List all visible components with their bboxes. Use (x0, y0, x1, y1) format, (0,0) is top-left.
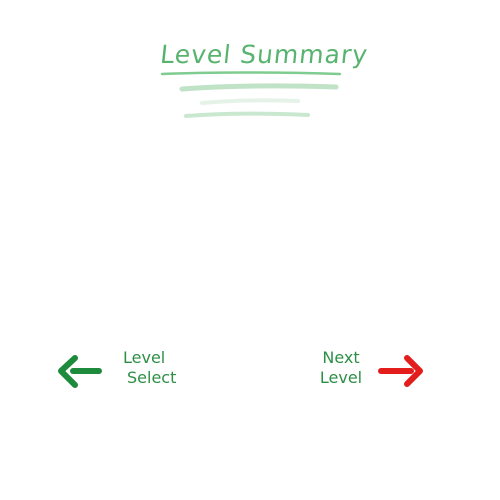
next-level-button[interactable]: Next Level (312, 344, 424, 404)
title-group: Level Summary (159, 40, 370, 130)
level-select-button[interactable]: Level Select (55, 344, 190, 400)
title-underline (160, 71, 342, 118)
next-level-label: Next Level (319, 348, 363, 387)
left-arrow-icon (58, 355, 102, 388)
level-select-label: Level Select (123, 348, 177, 387)
right-arrow-icon (378, 355, 423, 387)
